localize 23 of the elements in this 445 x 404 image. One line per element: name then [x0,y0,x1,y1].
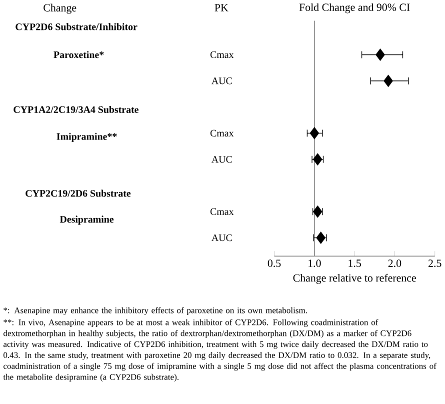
x-tick-label: 1.0 [308,260,321,268]
y-tick-label: Cmax [210,130,234,137]
text: **: In vivo, Asenapine appears to be at most a weak inhibitor of CYP2D6. Following coadministration of dextromethorphan in healthy subjects, the ratio of dextrorphan/dextromethorphan (DX/DM) as a marker of CYP2D6 activity was measured. Indicative of CYP2D6 inhibition, treatment with 5 mg twice daily decreased the DX/DM ratio to 0.43. In the same study, treatment with paroxetine 20 mg daily decreased the DX/DM ratio to 0.032. In a separate study, coadministration of a single 75 mg dose of imipramine with a single 5 mg dose did not affect the plasma concentrations of the metabolite desipramine (a CYP2D6 substrate). [3,319,436,382]
x-axis-title: Change relative to reference [293,274,416,284]
text: Desipramine [60,216,114,225]
text: CYP2D6 Substrate/Inhibitor [16,23,138,30]
x-tick-label: 1.5 [348,260,361,268]
y-tick-label: Cmax [210,208,234,216]
y-tick-label: Cmax [210,52,234,58]
text: Paroxetine* [54,51,104,58]
x-tick-label: 2.5 [428,260,442,268]
text: CYP1A2/2C19/3A4 Substrate [14,106,138,114]
text: Imipramine** [56,133,117,142]
y-tick-label: AUC [212,78,232,84]
text: *: Asenapine may enhance the inhibitory effects of paroxetine on its own metabolism. [4,307,307,316]
y-axis-title: PK [214,4,228,12]
text: CYP2C19/2D6 Substrate [26,190,131,197]
chart-title: Fold Change and 90% CI [299,3,410,14]
y-tick-label: AUC [212,234,232,242]
text: Change [44,4,76,14]
x-tick-label: 2.0 [388,260,402,268]
x-tick-label: 0.5 [268,260,281,268]
y-tick-label: AUC [212,156,232,163]
